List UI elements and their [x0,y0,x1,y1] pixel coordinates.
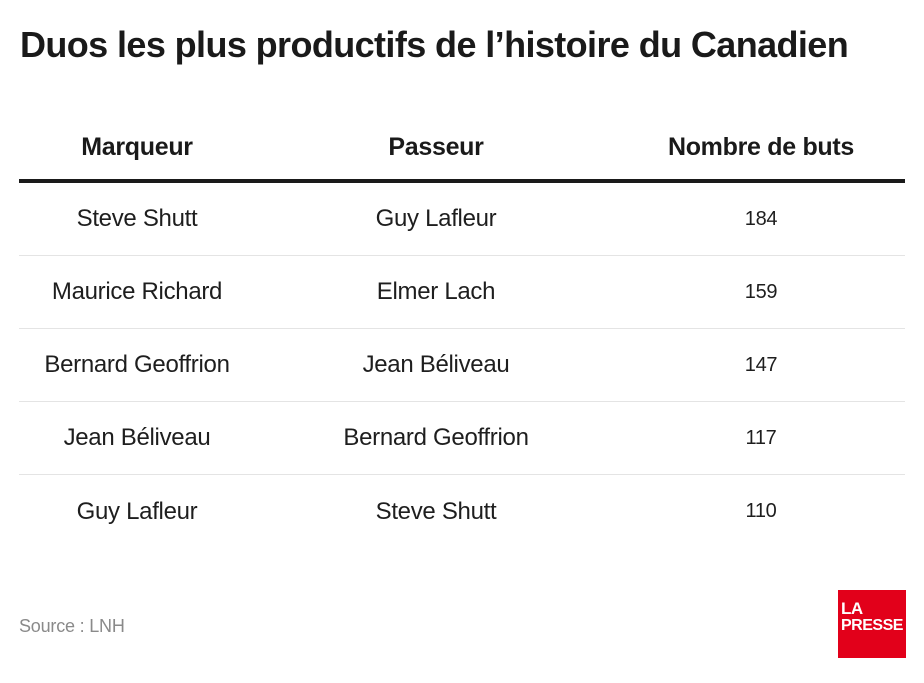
cell-marqueur: Guy Lafleur [76,497,198,525]
cell-passeur: Steve Shutt [375,497,497,525]
table-row: Maurice Richard Elmer Lach 159 [19,256,905,329]
cell-marqueur: Jean Béliveau [63,424,211,451]
cell-nombre-de-buts: 147 [744,353,778,376]
table-row: Guy Lafleur Steve Shutt 110 [19,475,905,548]
cell-passeur: Guy Lafleur [375,205,497,232]
cell-passeur: Jean Béliveau [362,351,510,378]
chart-title: Duos les plus productifs de l’histoire d… [20,24,849,65]
cell-passeur: Bernard Geoffrion [343,424,529,451]
table-row: Steve Shutt Guy Lafleur 184 [19,183,905,256]
cell-marqueur: Bernard Geoffrion [44,351,230,378]
data-table: Marqueur Passeur Nombre de buts Steve Sh… [19,116,905,548]
cell-nombre-de-buts: 110 [745,500,777,522]
logo-line-2: PRESSE [841,617,903,634]
column-header-nombre-de-buts: Nombre de buts [667,133,855,161]
cell-nombre-de-buts: 117 [745,426,777,449]
cell-marqueur: Maurice Richard [51,278,223,305]
table-row: Jean Béliveau Bernard Geoffrion 117 [19,402,905,475]
logo-line-1: LA [841,599,863,618]
column-header-marqueur: Marqueur [81,133,193,161]
cell-nombre-de-buts: 159 [744,280,778,303]
column-header-passeur: Passeur [388,133,484,161]
table-header: Marqueur Passeur Nombre de buts [19,116,905,183]
source-note: Source : LNH [19,616,125,636]
la-presse-logo: LA PRESSE [838,590,906,658]
cell-nombre-de-buts: 184 [744,207,778,230]
cell-passeur: Elmer Lach [376,278,496,305]
table-row: Bernard Geoffrion Jean Béliveau 147 [19,329,905,402]
cell-marqueur: Steve Shutt [76,205,198,232]
